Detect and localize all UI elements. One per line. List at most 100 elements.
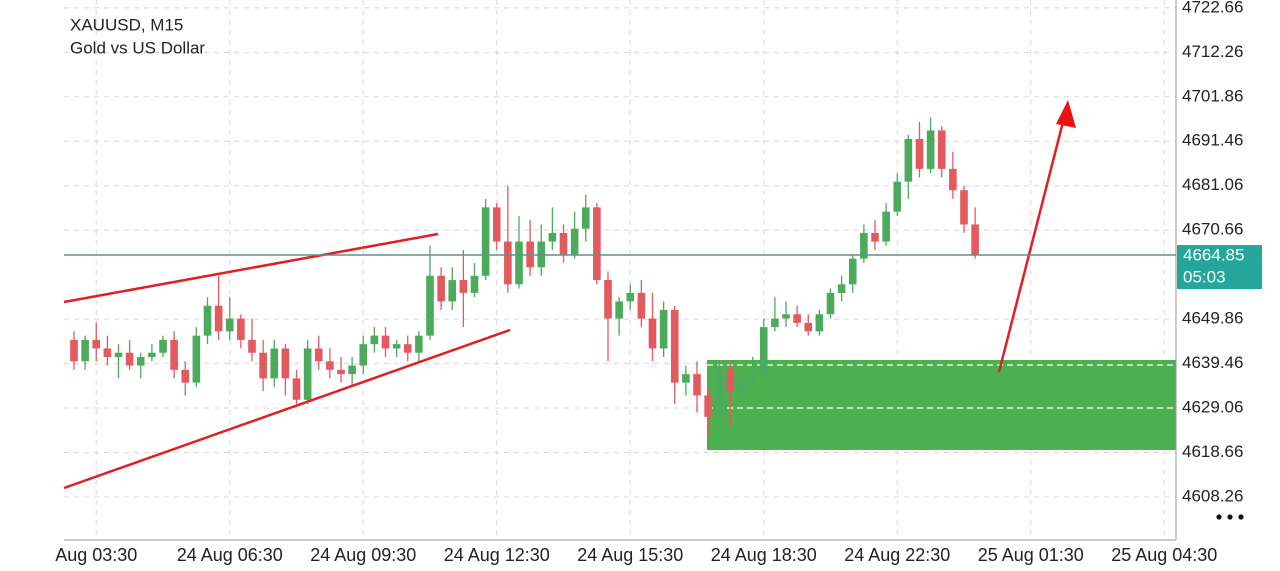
candle-body [203, 305, 212, 336]
candle-body [403, 344, 412, 353]
x-tick-label: 24 Aug 06:30 [177, 545, 283, 565]
candle-body [81, 339, 89, 362]
candle-body [437, 275, 445, 302]
y-tick-label: 4608.26 [1182, 486, 1243, 505]
chart-title: XAUUSD, M15 [70, 15, 183, 34]
x-tick-label: 24 Aug 12:30 [444, 545, 550, 565]
candle-body [426, 275, 434, 336]
candle-body [782, 314, 790, 319]
candle-body [548, 233, 557, 242]
candle-body [348, 365, 356, 375]
candle-body [359, 344, 368, 366]
candle-body [214, 305, 223, 332]
candle-body [915, 138, 924, 169]
candle-body [125, 352, 134, 366]
y-tick-label: 4670.66 [1182, 220, 1243, 239]
candle-body [826, 292, 835, 315]
y-tick-label: 4639.46 [1182, 353, 1243, 372]
candle-body [570, 228, 579, 255]
x-tick-label: 24 Aug 09:30 [310, 545, 416, 565]
candle-body [370, 335, 379, 345]
candle-body [971, 224, 979, 256]
candle-body [793, 314, 801, 323]
candle-body [459, 280, 468, 293]
candle-body [314, 348, 323, 362]
countdown-label: 05:03 [1183, 268, 1226, 287]
candle-body [871, 233, 879, 242]
candle-body [593, 207, 601, 281]
candle-body [670, 309, 679, 383]
x-tick-label: 25 Aug 04:30 [1111, 545, 1217, 565]
candle-body [937, 130, 946, 169]
candle-body [837, 284, 846, 293]
candle-body [559, 233, 568, 255]
candle-body [759, 327, 768, 375]
candle-body [225, 318, 234, 332]
candle-body [181, 369, 190, 383]
candle-body [70, 339, 78, 362]
candle-body [637, 292, 646, 319]
candle-body [381, 335, 390, 349]
candle-body [626, 292, 635, 302]
candle-body [515, 241, 523, 285]
candle-body [481, 207, 490, 276]
more-menu[interactable] [1216, 514, 1244, 520]
candle-body [893, 181, 902, 212]
candle-body [926, 130, 935, 169]
menu-dot[interactable] [1238, 514, 1244, 520]
candle-body [303, 348, 312, 400]
candle-body [170, 339, 178, 370]
candle-body [136, 357, 145, 366]
candle-body [615, 301, 623, 319]
menu-dot[interactable] [1216, 514, 1222, 520]
candle-body [392, 344, 401, 349]
candle-body [159, 339, 167, 353]
candle-body [726, 369, 735, 392]
candle-body [581, 207, 590, 229]
candle-body [804, 322, 813, 332]
candle-body [693, 374, 701, 396]
x-tick-label: 24 Aug 18:30 [711, 545, 817, 565]
x-tick-label: 25 Aug 01:30 [978, 545, 1084, 565]
candle-body [292, 378, 301, 400]
menu-dot[interactable] [1227, 514, 1233, 520]
candle-body [771, 318, 779, 328]
candle-body [904, 138, 913, 182]
candle-body [248, 339, 256, 353]
y-tick-label: 4701.86 [1182, 86, 1243, 105]
candle-body [337, 369, 345, 375]
candle-body [470, 275, 479, 293]
candle-body [237, 318, 245, 340]
x-tick-label: Aug 03:30 [55, 545, 137, 565]
y-tick-label: 4681.06 [1182, 175, 1243, 194]
candle-body [415, 335, 423, 353]
candle-body [148, 352, 156, 358]
x-tick-label: 24 Aug 15:30 [577, 545, 683, 565]
y-tick-label: 4649.86 [1182, 309, 1243, 328]
y-tick-label: 4629.06 [1182, 398, 1243, 417]
candle-body [815, 314, 824, 332]
candle-body [192, 335, 201, 383]
y-tick-label: 4722.66 [1182, 0, 1243, 16]
candle-body [604, 280, 612, 319]
price-label: 4664.85 [1183, 246, 1244, 265]
candle-body [114, 352, 123, 358]
candle-body [92, 339, 101, 349]
candle-body [848, 258, 857, 285]
arrow-head [1056, 100, 1076, 128]
trend-line-upper [63, 232, 439, 304]
candle-body [648, 318, 657, 349]
candle-body [715, 369, 724, 417]
candle-body [737, 378, 746, 392]
y-tick-label: 4712.26 [1182, 42, 1243, 61]
candle-body [103, 348, 112, 358]
candle-body [281, 348, 290, 379]
candle-body [704, 395, 712, 417]
candle-body [259, 352, 267, 379]
candle-layer [70, 117, 979, 439]
candle-body [504, 241, 512, 285]
candle-body [659, 309, 668, 349]
candle-body [682, 374, 690, 383]
